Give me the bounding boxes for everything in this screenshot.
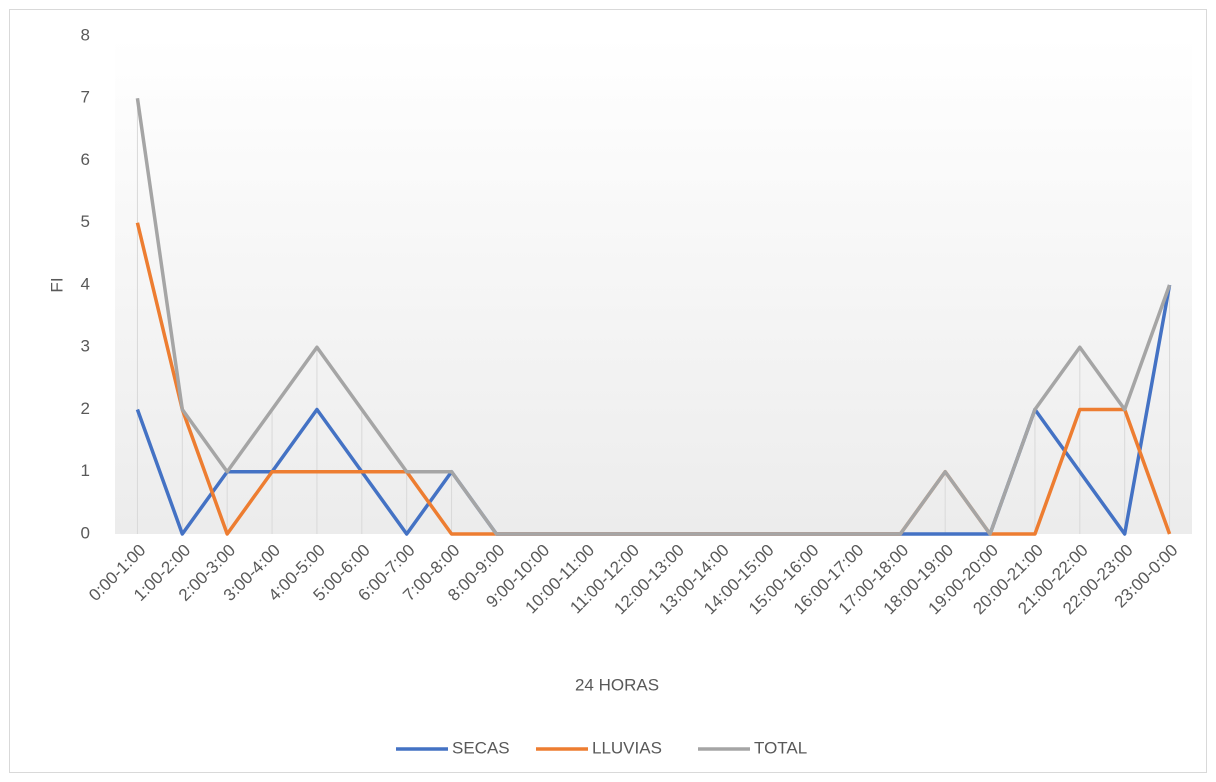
legend-label: TOTAL [754, 738, 807, 757]
y-tick-label: 4 [81, 274, 90, 293]
y-tick-label: 7 [81, 88, 90, 107]
plot-area [115, 36, 1192, 534]
y-tick-label: 0 [81, 523, 90, 542]
y-tick-label: 5 [81, 212, 90, 231]
legend-label: SECAS [452, 738, 510, 757]
y-tick-label: 8 [81, 25, 90, 44]
y-tick-label: 1 [81, 461, 90, 480]
series-line [135, 98, 1172, 536]
legend-label: LLUVIAS [592, 738, 662, 757]
y-tick-label: 2 [81, 399, 90, 418]
y-tick-label: 3 [81, 337, 90, 356]
x-axis-title: 24 HORAS [575, 675, 659, 694]
y-tick-label: 6 [81, 150, 90, 169]
y-axis-title: FI [47, 277, 66, 292]
